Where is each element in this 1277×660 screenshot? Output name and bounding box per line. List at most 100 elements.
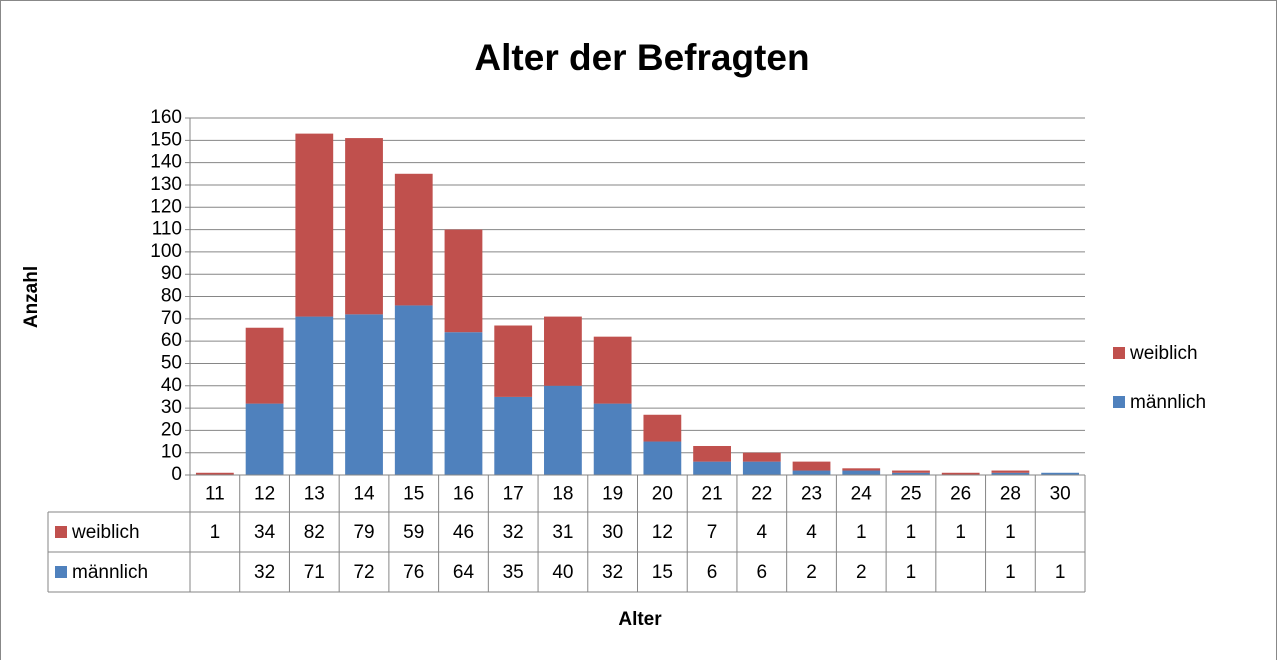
- table-value: 6: [707, 562, 718, 583]
- y-tick-label: 70: [161, 308, 182, 329]
- chart-title: Alter der Befragten: [474, 37, 809, 78]
- table-value: 32: [254, 562, 275, 583]
- bar: [892, 470, 930, 473]
- y-tick-label: 100: [150, 241, 182, 262]
- table-value: 79: [353, 522, 374, 543]
- table-value: 59: [403, 522, 424, 543]
- table-value: 1: [210, 522, 221, 543]
- y-tick-label: 140: [150, 152, 182, 173]
- table-value: 2: [856, 562, 867, 583]
- y-tick-label: 120: [150, 196, 182, 217]
- x-axis-title: Alter: [618, 609, 662, 630]
- x-tick-label: 25: [900, 484, 921, 505]
- bar: [544, 316, 582, 386]
- table-value: 40: [552, 562, 573, 583]
- bar: [693, 461, 731, 475]
- table-value: 7: [707, 522, 718, 543]
- legend-key: [1113, 396, 1125, 408]
- x-tick-label: 24: [851, 484, 873, 505]
- table-value: 12: [652, 522, 673, 543]
- table-row-label: männlich: [72, 562, 148, 583]
- x-tick-label: 13: [304, 484, 325, 505]
- x-tick-label: 18: [552, 484, 573, 505]
- x-tick-label: 20: [652, 484, 673, 505]
- y-tick-label: 10: [161, 442, 182, 463]
- y-tick-label: 30: [161, 397, 182, 418]
- y-tick-label: 110: [152, 219, 182, 240]
- table-value: 1: [856, 522, 867, 543]
- x-tick-label: 14: [353, 484, 375, 505]
- bar: [842, 468, 881, 471]
- x-tick-label: 19: [602, 484, 623, 505]
- table-value: 34: [254, 522, 276, 543]
- bar: [345, 314, 383, 475]
- bar: [444, 229, 483, 333]
- table-value: 6: [757, 562, 768, 583]
- x-tick-label: 15: [403, 484, 424, 505]
- x-tick-label: 28: [1000, 484, 1021, 505]
- table-value: 1: [1005, 562, 1016, 583]
- bar: [394, 173, 433, 306]
- bar: [345, 138, 383, 315]
- y-tick-label: 150: [150, 129, 182, 150]
- bar: [593, 336, 632, 404]
- table-value: 72: [353, 562, 374, 583]
- x-tick-label: 30: [1050, 484, 1071, 505]
- table-legend-key: [55, 526, 67, 538]
- x-tick-label: 16: [453, 484, 474, 505]
- y-tick-label: 160: [150, 107, 182, 128]
- bar: [991, 470, 1030, 473]
- table-row-label: weiblich: [71, 522, 140, 543]
- x-tick-label: 23: [801, 484, 822, 505]
- table-value: 1: [1005, 522, 1016, 543]
- table-legend-key: [55, 566, 67, 578]
- y-tick-label: 90: [161, 263, 182, 284]
- y-tick-label: 50: [161, 352, 182, 373]
- y-tick-label: 20: [161, 419, 182, 440]
- table-value: 46: [453, 522, 474, 543]
- y-tick-label: 80: [161, 286, 182, 307]
- y-tick-label: 60: [161, 330, 182, 351]
- table-value: 71: [304, 562, 325, 583]
- table-value: 2: [806, 562, 817, 583]
- legend-label: weiblich: [1129, 343, 1198, 364]
- x-tick-label: 22: [751, 484, 772, 505]
- table-value: 64: [453, 562, 475, 583]
- bar: [494, 325, 533, 397]
- table-value: 35: [503, 562, 524, 583]
- bar: [544, 385, 582, 475]
- bar: [792, 461, 831, 471]
- legend-label: männlich: [1130, 392, 1206, 413]
- legend-key: [1113, 347, 1125, 359]
- bar: [991, 472, 1030, 475]
- table-value: 32: [503, 522, 524, 543]
- table-value: 4: [757, 522, 768, 543]
- bar: [842, 470, 881, 475]
- bar: [892, 472, 930, 475]
- bar: [394, 305, 433, 475]
- bar: [742, 452, 781, 462]
- table-value: 15: [652, 562, 673, 583]
- bar: [693, 445, 731, 462]
- bar: [245, 327, 284, 404]
- bar: [494, 396, 533, 475]
- x-tick-label: 21: [702, 484, 723, 505]
- y-tick-label: 0: [171, 464, 182, 485]
- table-value: 32: [602, 562, 623, 583]
- table-value: 30: [602, 522, 623, 543]
- bar: [742, 461, 781, 475]
- bar: [643, 414, 682, 442]
- table-value: 31: [552, 522, 573, 543]
- bar: [245, 403, 284, 475]
- x-tick-label: 12: [254, 484, 275, 505]
- x-tick-label: 11: [205, 484, 225, 505]
- x-tick-label: 17: [503, 484, 524, 505]
- bar: [792, 470, 831, 475]
- bar: [195, 472, 234, 475]
- x-tick-label: 26: [950, 484, 971, 505]
- table-value: 1: [1055, 562, 1066, 583]
- table-value: 1: [906, 562, 917, 583]
- bar: [1041, 472, 1080, 475]
